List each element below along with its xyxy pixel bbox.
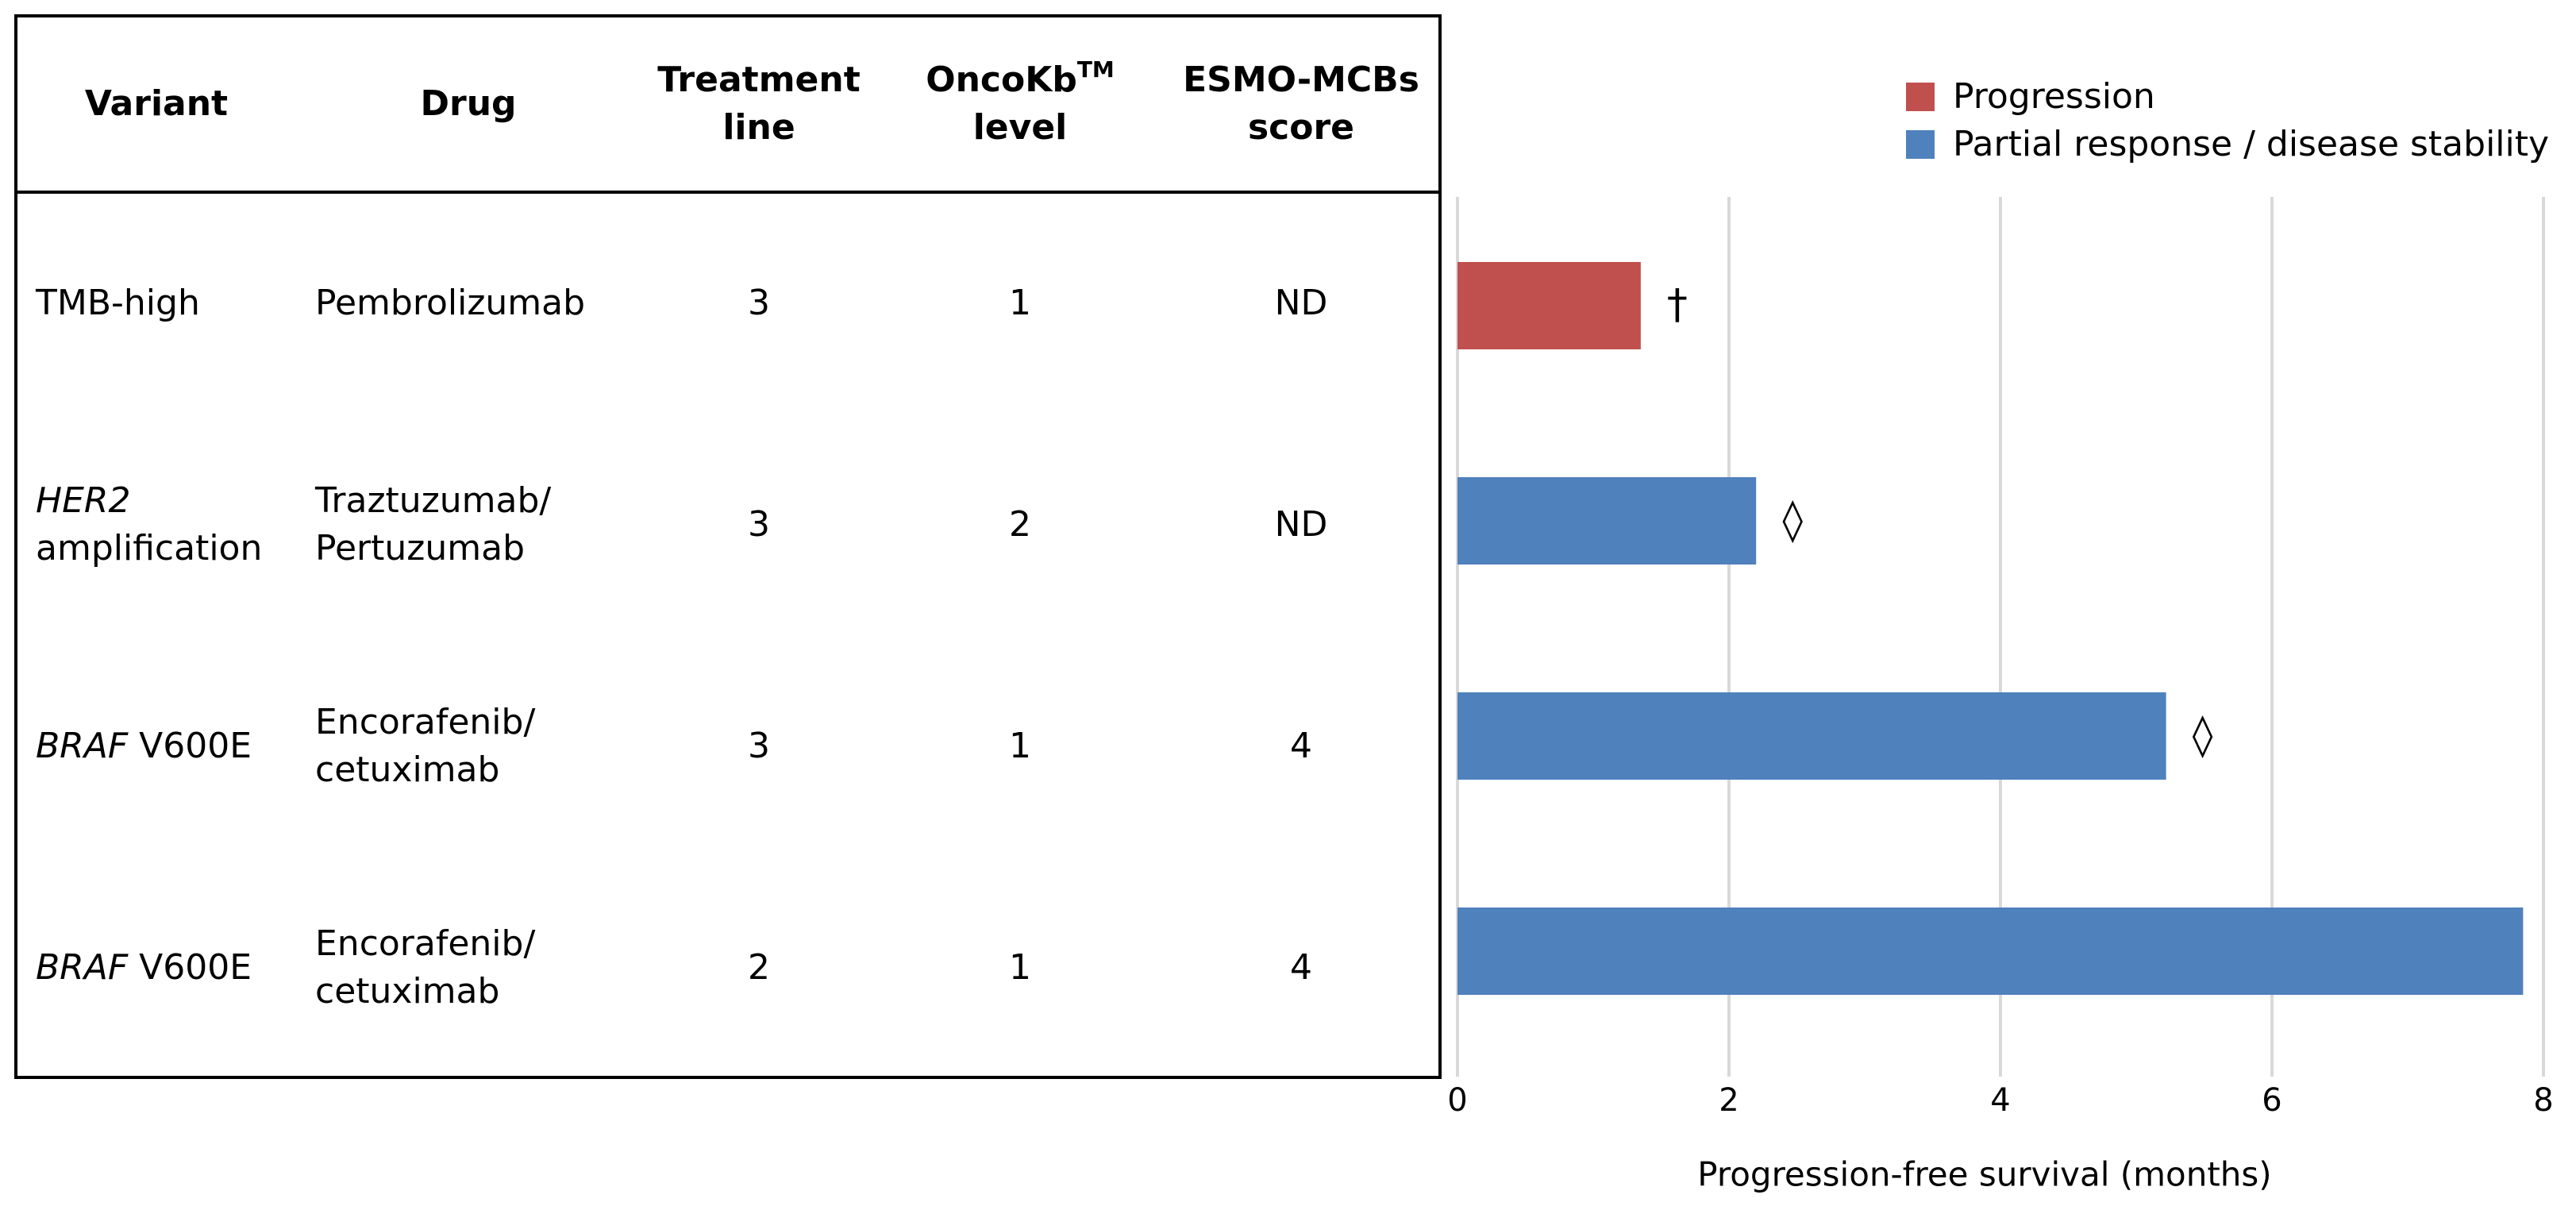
cell-text: amplification xyxy=(36,528,263,568)
x-tick-label: 6 xyxy=(2262,1082,2281,1119)
table-cell: 2 xyxy=(1009,504,1031,545)
table-cell: Pembrolizumab xyxy=(315,283,586,323)
bar xyxy=(1457,477,1757,565)
table-cell: 3 xyxy=(748,504,770,545)
table-cell: Encorafenib/ cetuximab xyxy=(315,923,536,1012)
table-cell: 3 xyxy=(748,283,770,323)
x-tick-label: 4 xyxy=(1990,1082,2010,1119)
header-cell: OncoKbTM level xyxy=(889,17,1151,191)
legend-label: Progression xyxy=(1953,76,2155,117)
bar xyxy=(1457,262,1641,349)
table-cell: 1 xyxy=(1009,726,1031,766)
x-tick-label: 0 xyxy=(1447,1082,1467,1119)
table-cell: BRAF V600E xyxy=(36,667,322,826)
table-cell: 3 xyxy=(748,726,770,766)
header-cell: Drug xyxy=(420,83,517,124)
table-cell: HER2 amplification xyxy=(36,445,322,604)
bar xyxy=(1457,908,2524,995)
gene: HER2 xyxy=(36,480,131,521)
bar-annotation: ◊ xyxy=(1782,496,1803,544)
table-cell: 4 xyxy=(1290,947,1312,988)
table-cell: 1 xyxy=(1009,283,1031,323)
cell-content: OncoKbTM level xyxy=(926,56,1115,152)
legend-label: Partial response / disease stability xyxy=(1953,124,2549,164)
table-cell: 4 xyxy=(1290,726,1312,766)
table-cell: ND xyxy=(1274,504,1328,545)
cell-text: V600E xyxy=(128,947,252,988)
x-axis-title: Progression-free survival (months) xyxy=(1697,1155,2271,1194)
cell-text: V600E xyxy=(128,726,252,766)
legend-swatch xyxy=(1906,130,1935,159)
table: Variant Drug Treatment line OncoKbTM level ES… xyxy=(14,14,1442,1079)
superscript: TM xyxy=(1076,56,1115,83)
table-cell: Traztuzumab/ Pertuzumab xyxy=(315,480,552,568)
header-cell: Treatment line xyxy=(657,60,861,148)
x-tick-label: 2 xyxy=(1719,1082,1739,1119)
bar xyxy=(1457,692,2166,780)
table-cell: BRAF V600E xyxy=(36,888,322,1047)
gene: BRAF xyxy=(36,726,129,766)
header-cell: ESMO-MCBs score xyxy=(1183,60,1419,148)
cell-text: level xyxy=(972,107,1068,148)
table-cell: TMB-high xyxy=(36,283,200,323)
cell-text: OncoKb xyxy=(926,60,1077,100)
header-cell: Variant xyxy=(84,83,229,124)
table-cell: Encorafenib/ cetuximab xyxy=(315,702,536,790)
table-cell: 1 xyxy=(1009,947,1031,988)
bar-annotation: † xyxy=(1667,281,1688,329)
legend-swatch xyxy=(1906,83,1935,111)
table-cell: ND xyxy=(1274,283,1328,323)
table-cell: 2 xyxy=(748,947,770,988)
header-rule xyxy=(17,191,1438,194)
gene: BRAF xyxy=(36,947,129,988)
cell-content: HER2 amplification xyxy=(36,477,262,572)
cell-content: BRAF V600E xyxy=(36,944,252,992)
x-tick-label: 8 xyxy=(2533,1082,2553,1119)
cell-content: BRAF V600E xyxy=(36,723,252,770)
bar-annotation: ◊ xyxy=(2193,711,2213,759)
